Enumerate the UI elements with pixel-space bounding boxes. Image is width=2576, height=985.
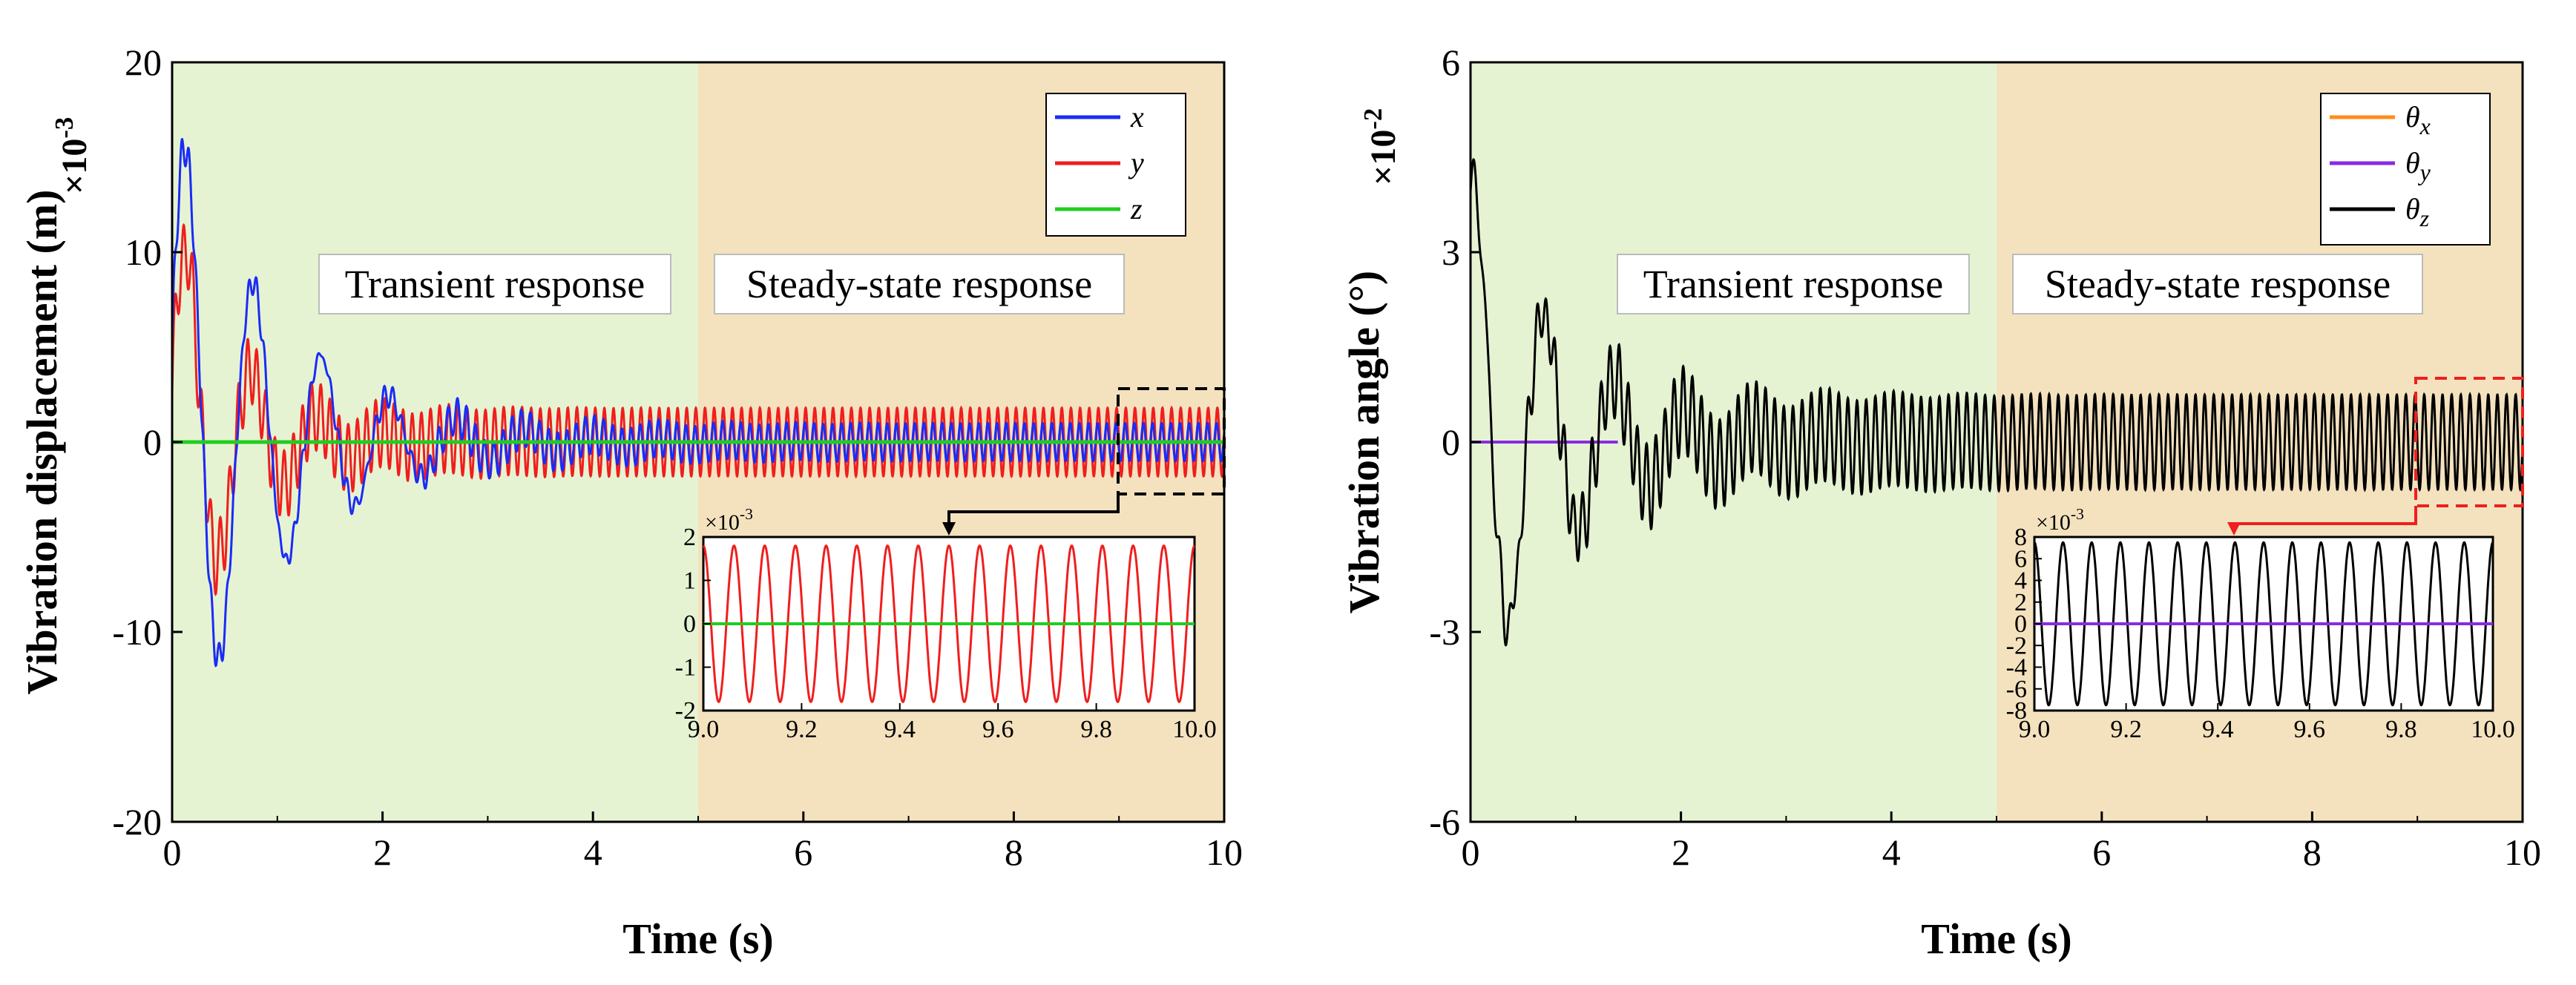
inset-y-tick-label: 1: [683, 567, 696, 595]
y-tick-label: 0: [143, 421, 162, 463]
inset-oscillation-line: [2034, 541, 2494, 707]
x-tick-label: 8: [1005, 831, 1023, 873]
zoom-marker-box: [1117, 387, 1226, 495]
inset-x-tick-label: 9.8: [1080, 716, 1112, 743]
legend-label-1: θy: [2405, 146, 2431, 185]
y-axis-label: Vibration displacement (m): [18, 190, 66, 695]
inset-x-tick-label: 10.0: [2471, 716, 2515, 743]
y-tick-label: -3: [1429, 611, 1460, 653]
inset-oscillation-line: [703, 544, 1195, 703]
x-tick-label: 10: [1206, 831, 1243, 873]
inset-y-tick-label: -8: [2006, 697, 2027, 725]
inset-y-tick-label: -6: [2006, 676, 2027, 703]
inset-y-tick-label: 8: [2014, 524, 2027, 551]
legend-label-1: y: [1128, 146, 1144, 179]
inset-y-tick-label: 4: [2014, 567, 2027, 595]
zoom-arrow-head: [942, 522, 956, 536]
x-tick-label: 8: [2303, 831, 2322, 873]
x-tick-label: 0: [1462, 831, 1480, 873]
inset-multiplier: ×10-3: [2036, 505, 2084, 535]
x-axis-label: Time (s): [1921, 915, 2072, 963]
y-tick-label: 20: [125, 42, 162, 83]
y-tick-label: 10: [125, 231, 162, 273]
zoom-marker-box: [2414, 377, 2524, 507]
x-axis-label: Time (s): [622, 915, 774, 963]
steady-state-label: Steady-state response: [746, 262, 1092, 306]
steady-state-label: Steady-state response: [2045, 262, 2391, 306]
y-tick-label: -10: [112, 611, 162, 653]
inset-y-tick-label: 2: [683, 524, 696, 551]
transient-label: Transient response: [345, 262, 645, 306]
inset-x-tick-label: 9.2: [2110, 716, 2142, 743]
zoom-arrow-line: [947, 494, 1120, 527]
inset-x-tick-label: 9.0: [2019, 716, 2051, 743]
transient-label: Transient response: [1643, 262, 1943, 306]
inset-y-tick-label: 0: [2014, 610, 2027, 638]
x-tick-label: 10: [2504, 831, 2541, 873]
inset-x-tick-label: 9.4: [884, 716, 916, 743]
y-tick-label: 6: [1442, 42, 1460, 83]
y-tick-label: 3: [1442, 231, 1460, 273]
series-thetaz-line: [1471, 158, 2523, 647]
inset-y-tick-label: 2: [2014, 589, 2027, 616]
inset-multiplier: ×10-3: [705, 505, 753, 535]
inset-x-tick-label: 10.0: [1172, 716, 1217, 743]
legend-label-2: z: [1130, 192, 1143, 225]
transient-label-box: [318, 254, 671, 314]
y-multiplier: ×10-2: [1359, 108, 1403, 185]
inset-x-tick-label: 9.4: [2202, 716, 2234, 743]
transient-label-box: [1617, 254, 1970, 314]
steady-state-label-box: [714, 254, 1125, 314]
inset-x-tick-label: 9.0: [688, 716, 720, 743]
legend-label-2: θz: [2405, 192, 2430, 231]
steady-state-label-box: [2012, 254, 2423, 314]
y-multiplier: ×10-3: [50, 117, 94, 194]
legend-label-0: θx: [2405, 100, 2431, 139]
y-tick-label: -6: [1429, 801, 1460, 843]
x-tick-label: 2: [1672, 831, 1690, 873]
inset-x-tick-label: 9.8: [2385, 716, 2417, 743]
inset-x-tick-label: 9.6: [982, 716, 1014, 743]
x-tick-label: 4: [584, 831, 602, 873]
inset-y-tick-label: -2: [675, 697, 696, 725]
x-tick-label: 4: [1882, 831, 1901, 873]
inset-x-tick-label: 9.2: [786, 716, 818, 743]
y-tick-label: -20: [112, 801, 162, 843]
inset-y-tick-label: 0: [683, 610, 696, 638]
zoom-arrow-head: [2227, 522, 2241, 536]
inset-y-tick-label: -4: [2006, 654, 2027, 682]
x-tick-label: 6: [794, 831, 812, 873]
x-tick-label: 2: [373, 831, 392, 873]
x-tick-label: 6: [2092, 831, 2111, 873]
legend-label-0: x: [1130, 100, 1144, 134]
y-axis-label: Vibration angle (°): [1340, 271, 1388, 613]
inset-x-tick-label: 9.6: [2294, 716, 2326, 743]
x-tick-label: 0: [163, 831, 182, 873]
inset-y-tick-label: -2: [2006, 632, 2027, 659]
series-x-line: [172, 137, 1224, 668]
inset-y-tick-label: 6: [2014, 545, 2027, 573]
inset-y-tick-label: -1: [675, 654, 696, 682]
y-tick-label: 0: [1442, 421, 1460, 463]
